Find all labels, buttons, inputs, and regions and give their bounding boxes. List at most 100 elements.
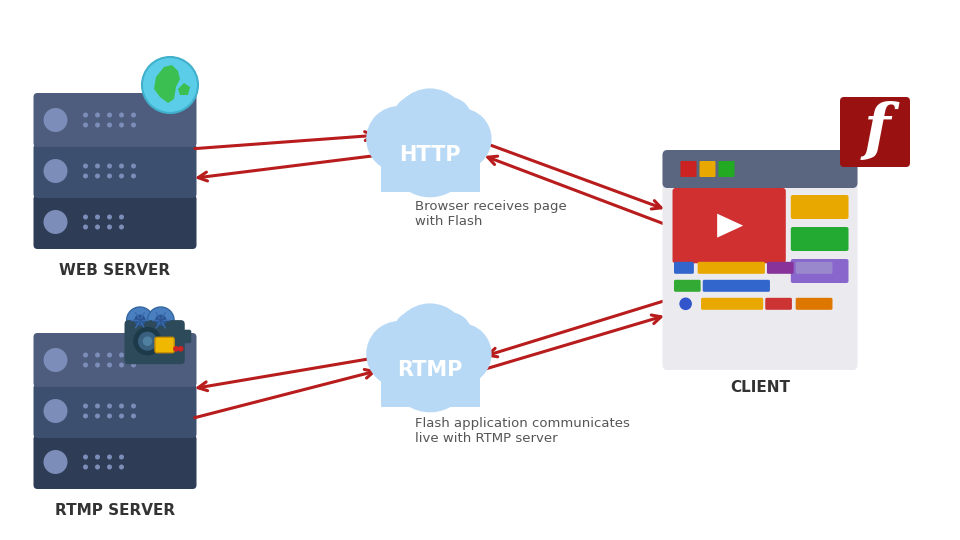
Circle shape xyxy=(366,321,432,387)
Circle shape xyxy=(428,97,471,141)
Circle shape xyxy=(107,403,112,408)
Circle shape xyxy=(43,399,67,423)
Circle shape xyxy=(119,414,124,418)
Circle shape xyxy=(95,414,100,418)
Circle shape xyxy=(388,329,471,413)
FancyBboxPatch shape xyxy=(674,280,701,292)
FancyBboxPatch shape xyxy=(681,161,697,177)
Circle shape xyxy=(107,173,112,179)
Text: Browser receives page
with Flash: Browser receives page with Flash xyxy=(415,200,566,228)
Circle shape xyxy=(119,214,124,219)
FancyBboxPatch shape xyxy=(380,365,479,407)
Circle shape xyxy=(119,164,124,168)
Circle shape xyxy=(83,464,88,469)
Circle shape xyxy=(134,315,146,326)
Circle shape xyxy=(83,112,88,118)
Circle shape xyxy=(43,450,67,474)
Text: HTTP: HTTP xyxy=(399,145,461,165)
Circle shape xyxy=(131,123,136,127)
FancyBboxPatch shape xyxy=(380,150,479,192)
Circle shape xyxy=(142,57,198,113)
Circle shape xyxy=(119,112,124,118)
Circle shape xyxy=(43,210,67,234)
Circle shape xyxy=(131,173,136,179)
Circle shape xyxy=(83,214,88,219)
Circle shape xyxy=(138,332,157,350)
Circle shape xyxy=(393,303,468,378)
FancyBboxPatch shape xyxy=(718,161,734,177)
Circle shape xyxy=(119,173,124,179)
FancyBboxPatch shape xyxy=(673,188,786,264)
Text: Flash application communicates
live with RTMP server: Flash application communicates live with… xyxy=(415,417,630,445)
Circle shape xyxy=(119,362,124,368)
Circle shape xyxy=(148,307,174,334)
Circle shape xyxy=(131,164,136,168)
Circle shape xyxy=(95,403,100,408)
Circle shape xyxy=(393,95,441,144)
Circle shape xyxy=(83,225,88,230)
Circle shape xyxy=(43,108,67,132)
FancyBboxPatch shape xyxy=(34,435,197,489)
Circle shape xyxy=(107,362,112,368)
Text: WEB SERVER: WEB SERVER xyxy=(60,263,171,278)
Circle shape xyxy=(95,455,100,460)
Polygon shape xyxy=(154,65,180,103)
Circle shape xyxy=(95,164,100,168)
Circle shape xyxy=(95,173,100,179)
Circle shape xyxy=(119,455,124,460)
Circle shape xyxy=(107,164,112,168)
Circle shape xyxy=(178,346,183,352)
Circle shape xyxy=(430,108,492,170)
Circle shape xyxy=(119,353,124,357)
Circle shape xyxy=(95,353,100,357)
FancyBboxPatch shape xyxy=(791,259,849,283)
Circle shape xyxy=(156,315,166,326)
Circle shape xyxy=(680,298,692,310)
Circle shape xyxy=(131,353,136,357)
FancyBboxPatch shape xyxy=(34,144,197,198)
FancyBboxPatch shape xyxy=(767,262,794,274)
Circle shape xyxy=(393,310,441,359)
Circle shape xyxy=(107,353,112,357)
FancyBboxPatch shape xyxy=(662,150,857,188)
FancyBboxPatch shape xyxy=(796,298,832,310)
Circle shape xyxy=(173,346,179,352)
Circle shape xyxy=(143,336,153,346)
Circle shape xyxy=(131,112,136,118)
FancyBboxPatch shape xyxy=(796,262,832,274)
FancyBboxPatch shape xyxy=(125,320,184,364)
Polygon shape xyxy=(178,83,190,95)
Circle shape xyxy=(107,464,112,469)
Circle shape xyxy=(131,362,136,368)
FancyBboxPatch shape xyxy=(176,330,191,343)
Circle shape xyxy=(366,106,432,172)
Circle shape xyxy=(83,123,88,127)
FancyBboxPatch shape xyxy=(34,195,197,249)
FancyBboxPatch shape xyxy=(662,150,857,370)
Circle shape xyxy=(83,403,88,408)
Circle shape xyxy=(119,464,124,469)
Circle shape xyxy=(107,214,112,219)
Circle shape xyxy=(43,348,67,372)
Circle shape xyxy=(95,225,100,230)
Circle shape xyxy=(95,362,100,368)
Circle shape xyxy=(107,414,112,418)
Circle shape xyxy=(133,327,161,355)
Circle shape xyxy=(119,123,124,127)
Circle shape xyxy=(393,89,468,163)
Circle shape xyxy=(83,353,88,357)
Bar xyxy=(667,155,852,183)
Circle shape xyxy=(95,214,100,219)
Polygon shape xyxy=(717,214,743,238)
Circle shape xyxy=(428,312,471,356)
Circle shape xyxy=(430,323,492,385)
Circle shape xyxy=(107,123,112,127)
Circle shape xyxy=(107,225,112,230)
FancyBboxPatch shape xyxy=(701,298,763,310)
Circle shape xyxy=(95,123,100,127)
FancyBboxPatch shape xyxy=(698,262,765,274)
Circle shape xyxy=(131,414,136,418)
Circle shape xyxy=(388,114,471,197)
Circle shape xyxy=(107,455,112,460)
FancyBboxPatch shape xyxy=(791,195,849,219)
